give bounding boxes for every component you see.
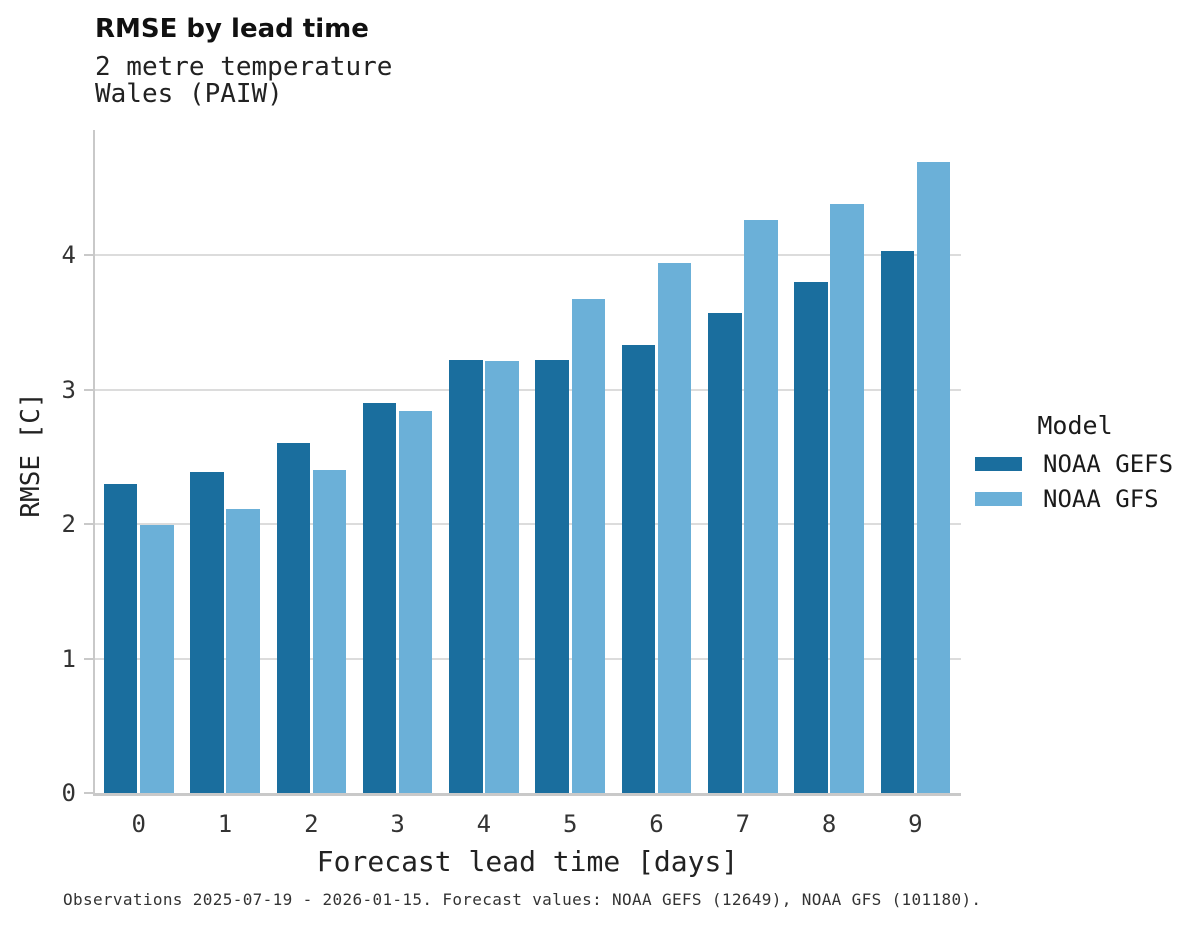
bar-noaa-gfs-day-9: [916, 162, 951, 793]
legend-title: Model: [1037, 411, 1113, 440]
bar-noaa-gefs-day-0: [103, 483, 138, 793]
bar-noaa-gfs-day-6: [657, 263, 692, 793]
legend-label-gefs: NOAA GEFS: [1043, 450, 1174, 478]
bar-noaa-gefs-day-8: [794, 281, 828, 793]
chart-subtitle-region: Wales (PAIW): [95, 79, 283, 109]
bar-noaa-gefs-day-2: [276, 443, 310, 793]
x-tick-label-9: 9: [908, 810, 923, 838]
y-tick-mark: [84, 792, 95, 794]
y-axis-label: RMSE [C]: [16, 392, 46, 518]
y-tick-mark: [84, 523, 95, 526]
x-tick-label-1: 1: [217, 810, 233, 838]
bar-noaa-gfs-day-3: [398, 411, 433, 793]
x-tick-label-2: 2: [304, 810, 319, 838]
plot-area: 0 1 2 3 4 0 1 2 3 4 5 6 7 8 9: [62, 130, 961, 838]
bar-noaa-gefs-day-1: [190, 471, 224, 793]
gridline-y-3: [95, 388, 961, 391]
bar-noaa-gefs-day-9: [880, 251, 915, 793]
x-tick-label-6: 6: [649, 810, 664, 838]
y-tick-mark: [84, 388, 95, 391]
gridline-y-1: [95, 657, 961, 660]
bar-noaa-gfs-day-2: [312, 470, 347, 793]
y-tick-mark: [84, 254, 95, 257]
y-tick-label-0: 0: [61, 779, 76, 807]
bar-noaa-gfs-day-5: [571, 299, 605, 793]
x-tick-label-8: 8: [821, 810, 837, 838]
bar-noaa-gefs-day-3: [362, 403, 397, 793]
gridline-y-4: [95, 254, 961, 257]
x-tick-label-0: 0: [131, 810, 146, 838]
bar-noaa-gfs-day-0: [140, 525, 174, 793]
x-axis-label: Forecast lead time [days]: [316, 845, 739, 878]
y-tick-label-2: 2: [61, 510, 76, 539]
legend-label-gfs: NOAA GFS: [1043, 485, 1159, 513]
legend-swatch-gefs: [975, 457, 1022, 471]
y-tick-label-4: 4: [61, 241, 76, 270]
footer-note: Observations 2025-07-19 - 2026-01-15. Fo…: [63, 890, 982, 909]
x-tick-label-5: 5: [562, 810, 578, 838]
legend: Model NOAA GEFS NOAA GFS: [974, 410, 1176, 513]
legend-item-noaa-gfs: NOAA GFS: [974, 485, 1176, 513]
bar-noaa-gfs-day-7: [744, 220, 778, 793]
y-tick-mark: [84, 657, 95, 660]
legend-item-noaa-gefs: NOAA GEFS: [974, 450, 1176, 478]
gridline-y-2: [95, 523, 961, 526]
y-tick-label-1: 1: [61, 644, 76, 673]
legend-swatch-gfs: [975, 492, 1022, 506]
bar-noaa-gfs-day-1: [226, 509, 260, 793]
y-tick-label-3: 3: [61, 375, 76, 404]
bar-noaa-gfs-day-4: [485, 361, 519, 793]
x-tick-label-4: 4: [476, 810, 492, 838]
bar-noaa-gefs-day-5: [535, 359, 569, 793]
chart-subtitle-variable: 2 metre temperature: [95, 52, 393, 82]
bar-noaa-gefs-day-6: [621, 345, 656, 793]
bar-noaa-gefs-day-7: [708, 312, 742, 793]
bar-noaa-gfs-day-8: [830, 203, 864, 793]
chart-title: RMSE by lead time: [95, 14, 369, 44]
bar-noaa-gefs-day-4: [449, 359, 483, 793]
x-tick-label-3: 3: [390, 810, 405, 838]
x-tick-label-7: 7: [735, 810, 751, 838]
